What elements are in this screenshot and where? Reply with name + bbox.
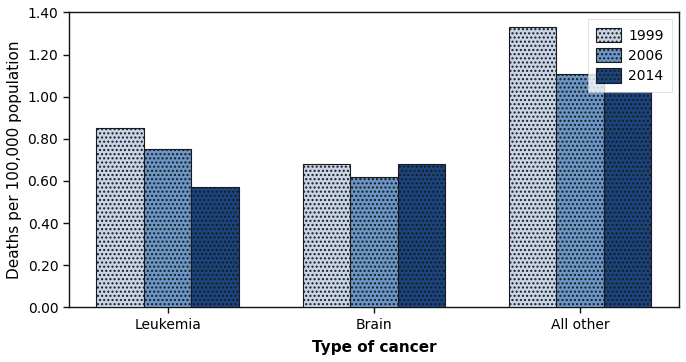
Bar <box>97 128 144 307</box>
Bar <box>604 92 651 307</box>
Bar <box>509 27 556 307</box>
Bar <box>556 73 604 307</box>
X-axis label: Type of cancer: Type of cancer <box>311 340 436 355</box>
Bar <box>144 150 191 307</box>
Bar <box>350 177 398 307</box>
Bar <box>398 164 445 307</box>
Legend: 1999, 2006, 2014: 1999, 2006, 2014 <box>588 20 672 92</box>
Bar <box>191 187 239 307</box>
Bar <box>303 164 350 307</box>
Y-axis label: Deaths per 100,000 population: Deaths per 100,000 population <box>7 41 22 279</box>
